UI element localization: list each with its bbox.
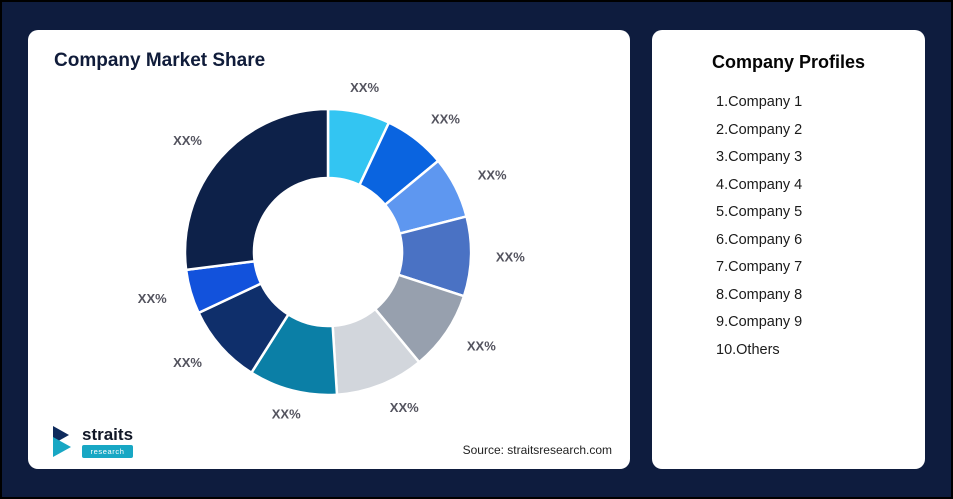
donut-slice-label: XX% — [390, 400, 419, 415]
company-list: 1.Company 1 2.Company 2 3.Company 3 4.Co… — [652, 89, 925, 364]
company-list-item: 9.Company 9 — [716, 314, 803, 330]
chart-title: Company Market Share — [54, 50, 266, 71]
company-list-item: 6.Company 6 — [716, 231, 803, 248]
logo-text: straits research — [82, 425, 134, 458]
donut-slice-label: XX% — [496, 249, 525, 264]
company-list-item: 5.Company 5 — [716, 204, 803, 220]
company-list-item: 4.Company 4 — [716, 176, 803, 193]
donut-segment-10 — [183, 107, 330, 272]
donut-slice-label: XX% — [173, 133, 202, 148]
market-share-card: Company Market Share XX% XX% XX% XX% XX% XX% X… — [28, 30, 630, 469]
donut-slice-label: XX% — [350, 80, 379, 95]
company-list-item: 8.Company 8 — [716, 286, 803, 303]
logo-name: straits — [82, 425, 134, 444]
company-list-item: 7.Company 7 — [716, 259, 803, 275]
straits-research-logo: straits research — [52, 425, 134, 459]
logo-subtitle: research — [82, 445, 134, 458]
company-list-item: 2.Company 2 — [716, 121, 803, 138]
profiles-title: Company Profiles — [711, 52, 866, 72]
donut-slice-label: XX% — [478, 168, 507, 183]
company-list-item: 10.Others — [716, 341, 780, 358]
company-list-item: 1.Company 1 — [716, 94, 803, 110]
straits-logo-icon — [53, 426, 71, 457]
donut-slice-label: XX% — [272, 407, 301, 422]
donut-slice-label: XX% — [431, 111, 460, 126]
company-profiles-card: Company Profiles 1.Company 1 2.Company 2… — [652, 30, 925, 469]
donut-slice-label: XX% — [467, 338, 496, 353]
logo-teal-triangle — [53, 437, 71, 457]
donut-slice-label: XX% — [138, 291, 167, 306]
donut-slice-label: XX% — [173, 355, 202, 370]
company-list-item: 3.Company 3 — [716, 149, 803, 165]
market-share-donut-chart: XX% XX% XX% XX% XX% XX% XX% XX% XX% XX% — [138, 80, 525, 422]
source-text: Source: straitsresearch.com — [462, 443, 612, 457]
